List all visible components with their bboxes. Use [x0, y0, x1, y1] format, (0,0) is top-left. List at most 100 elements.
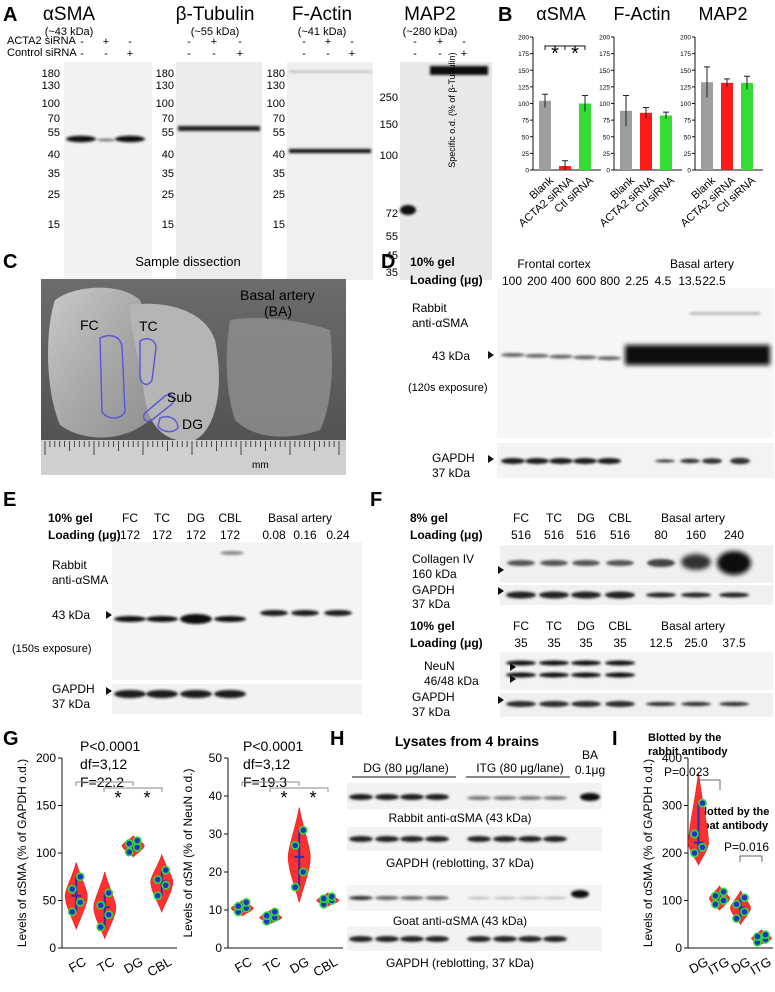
stat-text: df=3,12	[243, 756, 290, 772]
lane-label: FC	[513, 619, 529, 633]
panel-e-gel: 10% gel	[48, 511, 93, 525]
data-point	[67, 884, 77, 894]
band-gapdh-2	[493, 936, 517, 942]
band-gapdh-2	[349, 936, 373, 942]
band-arrow	[498, 587, 504, 595]
panel-f-gapdh2b: 37 kDa	[412, 705, 450, 719]
band-gapdh-2	[571, 701, 601, 707]
band-asma	[146, 616, 178, 622]
violin-right: 0 10 20 30 40 50 Levels of αSM (% of NeuN o.d.…	[181, 738, 343, 980]
panel-e-gapdh2: 37 kDa	[52, 697, 90, 711]
sign-acta2: -	[302, 36, 306, 48]
band-rabbit-dg	[349, 794, 373, 800]
gel-title-map2: MAP2	[404, 4, 456, 25]
ladder-mark-map2: 150	[380, 119, 398, 131]
panel-h-gapdh-a: GAPDH (reblotting, 37 kDa)	[386, 856, 534, 870]
panel-h-dg: DG (80 μg/lane)	[363, 761, 449, 775]
lane-label: TC	[546, 511, 562, 525]
y-tick-label: 10	[209, 903, 223, 917]
y-tick-label: 125	[680, 84, 691, 91]
band-gapdh	[597, 458, 621, 464]
bar	[741, 82, 753, 170]
stat-text: P<0.0001	[243, 738, 304, 754]
data-point	[290, 882, 300, 892]
bar	[721, 82, 733, 170]
data-point	[327, 892, 337, 902]
y-tick-label: 25	[684, 151, 692, 158]
panel-d-arrow2	[488, 455, 494, 463]
data-point	[96, 922, 106, 932]
data-point	[761, 930, 770, 940]
panel-i-letter: I	[612, 728, 618, 750]
panel-f-gapdh2a: 37 kDa	[412, 597, 450, 611]
band-gapdh-2	[605, 701, 635, 707]
load-value: 600	[576, 274, 596, 288]
band-gapdh	[180, 690, 212, 698]
ladder-mark: 15	[48, 219, 60, 231]
data-point	[711, 899, 720, 909]
data-point	[719, 896, 728, 905]
panel-f-neun2: 46/48 kDa	[424, 674, 479, 688]
band-goat-itg	[493, 896, 517, 900]
load-value: 0.16	[293, 528, 317, 542]
band-gapdh-2	[719, 702, 749, 706]
blot-f-neun	[500, 652, 773, 690]
band-fc	[573, 355, 597, 360]
band-gapdh-2	[539, 701, 569, 707]
bar	[579, 103, 591, 170]
x-category-label: DG	[121, 954, 145, 977]
band-map2-marker	[400, 205, 416, 215]
panel-e: E 10% gel Loading (μg) FC TC DG CBL Basal ar…	[3, 489, 362, 714]
y-axis-label: Levels of αSM (% of NeuN o.d.)	[181, 768, 195, 937]
data-point	[262, 911, 272, 921]
band-asma-faint	[220, 551, 244, 555]
panel-f-col2: 160 kDa	[412, 567, 457, 581]
ladder-mark: 70	[162, 113, 174, 125]
panel-d-gapdh2: 37 kDa	[432, 466, 470, 480]
band-gapdh-2	[425, 936, 449, 942]
violin-left: 0 50 100 150 200 Levels of αSMA (% of GAPDH o…	[15, 738, 177, 980]
bar-chart-title: αSMA	[536, 4, 585, 24]
label-ba: Basal artery	[240, 287, 315, 303]
band-collagen-ba	[717, 551, 751, 575]
band-neun-46	[539, 660, 569, 666]
panel-h-letter: H	[330, 728, 344, 750]
panel-e-band: 43 kDa	[52, 608, 90, 622]
band-gapdh-ba	[730, 457, 750, 465]
y-tick-label: 100	[518, 101, 529, 108]
load-value: 200	[527, 274, 547, 288]
x-category-label: CBL	[145, 954, 174, 980]
band-gapdh-2	[506, 701, 536, 707]
violin-i: 0 100 200 300 400 Levels of αSMA (% of GAPDH …	[641, 751, 774, 978]
lane-label: FC	[513, 511, 529, 525]
y-tick-label: 40	[209, 789, 223, 803]
data-point	[290, 841, 300, 850]
sign-acta2: -	[350, 36, 354, 48]
y-tick-label: 50	[43, 894, 57, 908]
ladder-mark: 40	[162, 149, 174, 161]
sign-control: -	[413, 48, 417, 60]
panel-d-gapdh1: GAPDH	[432, 451, 475, 465]
band-arrow	[498, 696, 504, 704]
band-gapdh-2	[375, 936, 399, 942]
ladder-mark: 100	[42, 98, 60, 110]
panel-f-gel1: 8% gel	[410, 511, 448, 525]
panel-i-title2a: Blotted by the	[696, 806, 769, 818]
load-value: 516	[576, 528, 596, 542]
data-point	[298, 825, 308, 835]
band-ba	[625, 345, 770, 365]
sign-control: -	[326, 48, 330, 60]
panel-a-letter: A	[3, 4, 17, 26]
band-arrow	[510, 663, 516, 671]
ladder-mark: 35	[162, 168, 174, 180]
ladder-mark-map2: 72	[386, 208, 398, 220]
band-rabbit-itg	[467, 796, 491, 800]
panel-a: A αSMA (~43 kDa) β-Tubulin (~55 kDa) F-A…	[3, 4, 492, 280]
y-axis-label: Levels of αSMA (% of GAPDH o.d.)	[641, 759, 655, 947]
label-ba-abbr: (BA)	[264, 303, 292, 319]
label-dg: DG	[182, 416, 203, 432]
band-ba-faint	[690, 312, 760, 315]
panel-d-exposure: (120s exposure)	[408, 382, 488, 394]
y-tick-label: 75	[684, 118, 692, 125]
band-gapdh	[719, 592, 749, 598]
